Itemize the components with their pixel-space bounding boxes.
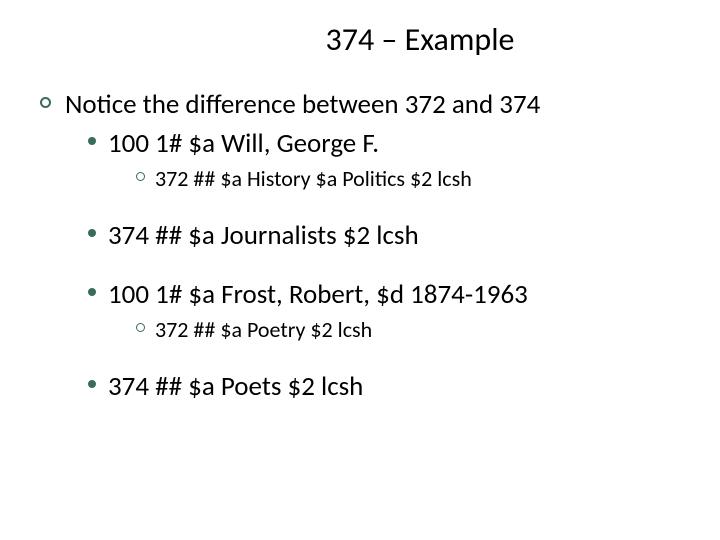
- level2-text: 100 1# $a Will, George F.: [108, 126, 379, 161]
- bullet-level3: 372 ## $a History $a Politics $2 lcsh: [136, 165, 680, 194]
- disc-bullet-icon: [88, 288, 96, 296]
- slide-title: 374 – Example: [160, 20, 680, 59]
- level1-text: Notice the difference between 372 and 37…: [65, 87, 540, 122]
- level3-text: 372 ## $a Poetry $2 lcsh: [155, 316, 372, 345]
- disc-bullet-icon: [88, 137, 96, 145]
- bullet-level2: 374 ## $a Journalists $2 lcsh: [88, 218, 680, 253]
- bullet-level3: 372 ## $a Poetry $2 lcsh: [136, 316, 680, 345]
- ring-bullet-small-icon: [136, 323, 145, 332]
- disc-bullet-icon: [88, 229, 96, 237]
- bullet-level2: 100 1# $a Will, George F.: [88, 126, 680, 161]
- spacer: [40, 349, 680, 369]
- level2-text: 100 1# $a Frost, Robert, $d 1874-1963: [108, 277, 528, 312]
- spacer: [40, 257, 680, 277]
- ring-bullet-icon: [40, 97, 51, 108]
- bullet-level2: 374 ## $a Poets $2 lcsh: [88, 369, 680, 404]
- bullet-level1: Notice the difference between 372 and 37…: [40, 87, 680, 122]
- bullet-level2: 100 1# $a Frost, Robert, $d 1874-1963: [88, 277, 680, 312]
- slide-container: 374 – Example Notice the difference betw…: [0, 0, 720, 540]
- level2-text: 374 ## $a Journalists $2 lcsh: [108, 218, 419, 253]
- ring-bullet-small-icon: [136, 172, 145, 181]
- level2-text: 374 ## $a Poets $2 lcsh: [108, 369, 363, 404]
- level3-text: 372 ## $a History $a Politics $2 lcsh: [155, 165, 472, 194]
- spacer: [40, 198, 680, 218]
- disc-bullet-icon: [88, 380, 96, 388]
